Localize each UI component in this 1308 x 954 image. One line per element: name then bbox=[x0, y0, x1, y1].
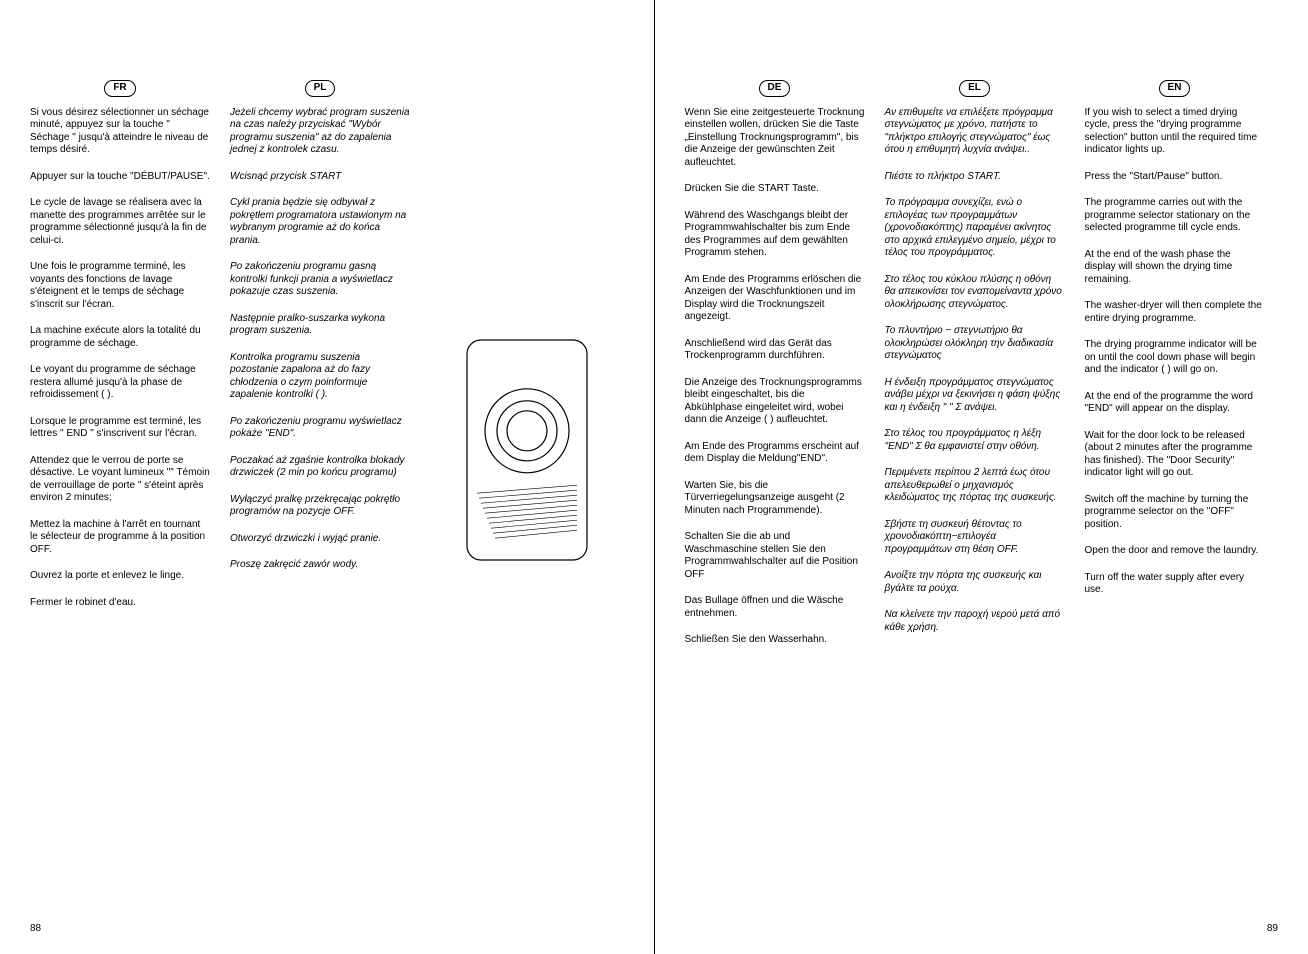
paragraph: Mettez la machine à l'arrêt en tournant … bbox=[30, 519, 210, 557]
paragraph: Następnie pralko-suszarka wykona program… bbox=[230, 313, 410, 338]
paragraph: Press the "Start/Pause" button. bbox=[1085, 171, 1265, 184]
paragraph: The drying programme indicator will be o… bbox=[1085, 339, 1265, 377]
paragraph: Στο τέλος του κύκλου πλύσης η οθόνη θα α… bbox=[885, 274, 1065, 312]
paragraph: Po zakończeniu programu wyświetlacz poka… bbox=[230, 416, 410, 441]
paragraph: Am Ende des Programms erscheint auf dem … bbox=[685, 441, 865, 466]
paragraph: Proszę zakręcić zawór wody. bbox=[230, 559, 410, 572]
paragraph: Während des Waschgangs bleibt der Progra… bbox=[685, 210, 865, 260]
paragraph: Πιέστε το πλήκτρο START. bbox=[885, 171, 1065, 184]
paragraph: Σβήστε τη συσκευή θέτοντας το χρονοδιακό… bbox=[885, 519, 1065, 557]
paragraph: Στο τέλος του προγράμματος η λέξη "END" … bbox=[885, 428, 1065, 453]
column-el: EL Αν επιθυμείτε να επιλέξετε πρόγραμμα σ… bbox=[885, 80, 1065, 661]
paragraph: Le cycle de lavage se réalisera avec la … bbox=[30, 197, 210, 247]
paragraph: Anschließend wird das Gerät das Trockenp… bbox=[685, 338, 865, 363]
lang-badge: FR bbox=[104, 80, 135, 97]
paragraph: Die Anzeige des Trocknungsprogramms blei… bbox=[685, 377, 865, 427]
paragraph: Am Ende des Programms erlöschen die Anze… bbox=[685, 274, 865, 324]
paragraph: Kontrolka programu suszenia pozostanie z… bbox=[230, 352, 410, 402]
paragraph: The washer-dryer will then complete the … bbox=[1085, 300, 1265, 325]
column-en: EN If you wish to select a timed drying c… bbox=[1085, 80, 1265, 661]
paragraph: Περιμένετε περίπου 2 λεπτά έως ότου απελ… bbox=[885, 467, 1065, 505]
paragraph: Wyłączyć pralkę przekręcając pokrętło pr… bbox=[230, 494, 410, 519]
paragraph: La machine exécute alors la totalité du … bbox=[30, 325, 210, 350]
paragraph: Warten Sie, bis die Türverriegelungsanze… bbox=[685, 480, 865, 518]
paragraph: Ανοίξτε την πόρτα της συσκευής και βγάλτ… bbox=[885, 570, 1065, 595]
page-left: FR Si vous désirez sélectionner un séchag… bbox=[0, 0, 655, 954]
paragraph: Schalten Sie die ab und Waschmaschine st… bbox=[685, 531, 865, 581]
paragraph: Αν επιθυμείτε να επιλέξετε πρόγραμμα στε… bbox=[885, 107, 1065, 157]
paragraph: Η ένδειξη προγράμματος στεγνώματος ανάβε… bbox=[885, 377, 1065, 415]
paragraph: Poczakać aż zgaśnie kontrolka blokady dr… bbox=[230, 455, 410, 480]
paragraph: Wenn Sie eine zeitgesteuerte Trocknung e… bbox=[685, 107, 865, 170]
paragraph: Si vous désirez sélectionner un séchage … bbox=[30, 107, 210, 157]
paragraph: Το πλυντήριο − στεγνωτήριο θα ολοκληρώσε… bbox=[885, 325, 1065, 363]
paragraph: Appuyer sur la touche "DÉBUT/PAUSE". bbox=[30, 171, 210, 184]
paragraph: Ouvrez la porte et enlevez le linge. bbox=[30, 570, 210, 583]
paragraph: Une fois le programme terminé, les voyan… bbox=[30, 261, 210, 311]
paragraph: Switch off the machine by turning the pr… bbox=[1085, 494, 1265, 532]
paragraph: Lorsque le programme est terminé, les le… bbox=[30, 416, 210, 441]
lang-badge: EN bbox=[1159, 80, 1191, 97]
paragraph: Να κλείνετε την παροχή νερού μετά από κά… bbox=[885, 609, 1065, 634]
paragraph: Cykl prania będzie się odbywał z pokrętł… bbox=[230, 197, 410, 247]
paragraph: At the end of the wash phase the display… bbox=[1085, 249, 1265, 287]
paragraph: Jeżeli chcemy wybrać program suszenia na… bbox=[230, 107, 410, 157]
column-de: DE Wenn Sie eine zeitgesteuerte Trocknung… bbox=[685, 80, 865, 661]
lang-badge: PL bbox=[305, 80, 336, 97]
paragraph: At the end of the programme the word "EN… bbox=[1085, 391, 1265, 416]
page-number-right: 89 bbox=[1267, 923, 1278, 934]
paragraph: Fermer le robinet d'eau. bbox=[30, 597, 210, 610]
paragraph: Po zakończeniu programu gasną kontrolki … bbox=[230, 261, 410, 299]
column-illustration bbox=[430, 80, 624, 623]
paragraph: Turn off the water supply after every us… bbox=[1085, 572, 1265, 597]
paragraph: Otworzyć drzwiczki i wyjąć pranie. bbox=[230, 533, 410, 546]
paragraph: Open the door and remove the laundry. bbox=[1085, 545, 1265, 558]
paragraph: Το πρόγραμμα συνεχίζει, ενώ ο επιλογέας … bbox=[885, 197, 1065, 260]
paragraph: Das Bullage öffnen und die Wäsche entneh… bbox=[685, 595, 865, 620]
paragraph: Attendez que le verrou de porte se désac… bbox=[30, 455, 210, 505]
paragraph: Drücken Sie die START Taste. bbox=[685, 183, 865, 196]
paragraph: If you wish to select a timed drying cyc… bbox=[1085, 107, 1265, 157]
paragraph: Wcisnąć przycisk START bbox=[230, 171, 410, 184]
column-fr: FR Si vous désirez sélectionner un séchag… bbox=[30, 80, 210, 623]
page-number-left: 88 bbox=[30, 923, 41, 934]
paragraph: Le voyant du programme de séchage rester… bbox=[30, 364, 210, 402]
column-pl: PL Jeżeli chcemy wybrać program suszenia … bbox=[230, 80, 410, 623]
lang-badge: DE bbox=[759, 80, 791, 97]
paragraph: Schließen Sie den Wasserhahn. bbox=[685, 634, 865, 647]
page-right: DE Wenn Sie eine zeitgesteuerte Trocknung… bbox=[655, 0, 1308, 954]
paragraph: Wait for the door lock to be released (a… bbox=[1085, 430, 1265, 480]
paragraph: The programme carries out with the progr… bbox=[1085, 197, 1265, 235]
dryer-door-illustration bbox=[457, 330, 597, 570]
lang-badge: EL bbox=[959, 80, 990, 97]
